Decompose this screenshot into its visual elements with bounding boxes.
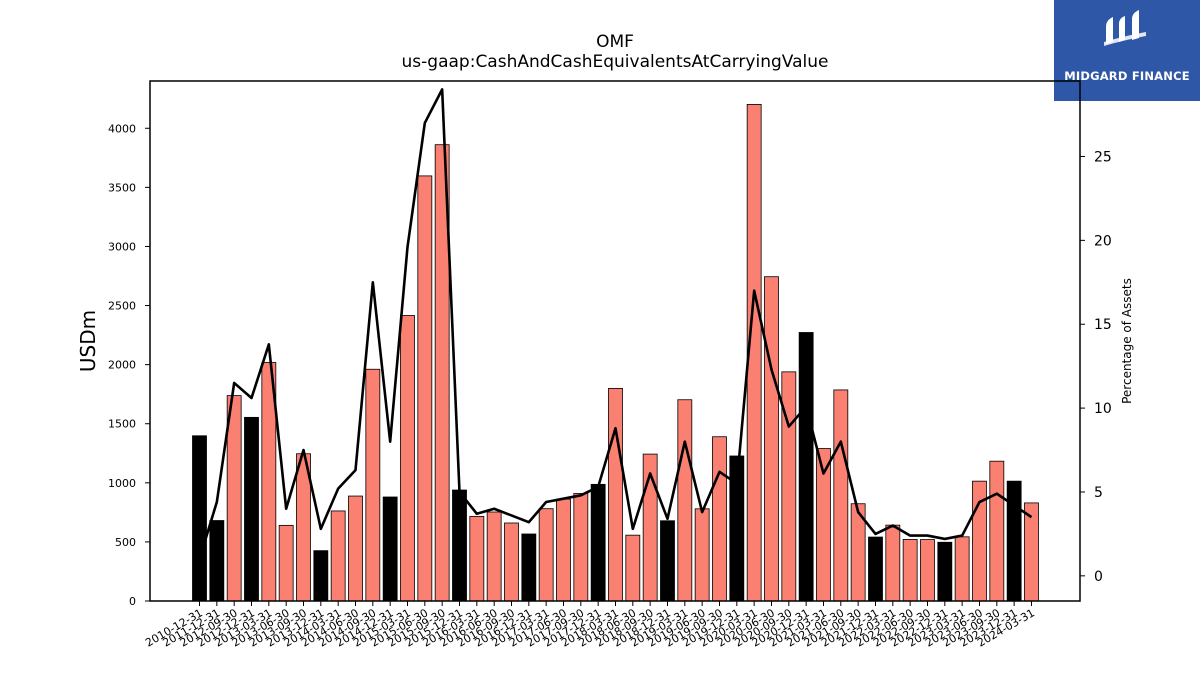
bar-2014-09-30	[365, 368, 381, 602]
bar-2017-12-31	[590, 483, 606, 602]
y-tick-label: 1500	[108, 418, 136, 431]
y-tick-label: 3500	[108, 181, 136, 194]
y-axis-label: USDm	[76, 310, 100, 372]
bar-2022-06-30	[902, 539, 918, 602]
bar-2022-03-31	[885, 524, 901, 602]
y-tick-label: 2000	[108, 359, 136, 372]
midgard-logo-icon	[1104, 10, 1146, 46]
y2-tick-label: 15	[1094, 317, 1112, 333]
bar-2021-12-31	[868, 536, 883, 602]
bar-2023-09-30	[989, 460, 1005, 602]
y-tick-label: 0	[129, 595, 136, 608]
bar-2012-09-30	[226, 395, 242, 602]
y2-tick-label: 0	[1094, 569, 1103, 585]
bar-2014-06-30	[348, 495, 363, 602]
logo-badge: MIDGARD FINANCE	[1054, 0, 1200, 101]
y2-tick-label: 20	[1094, 233, 1112, 249]
y2-axis-label: Percentage of Assets	[1120, 278, 1134, 404]
bar-2017-03-31	[538, 508, 554, 602]
y-tick-label: 3000	[108, 240, 136, 253]
bar-2022-12-31	[937, 541, 953, 602]
logo-text: MIDGARD FINANCE	[1064, 69, 1190, 83]
bar-2013-12-31	[313, 550, 329, 602]
bar-2024-03-31	[1024, 502, 1039, 602]
bar-2018-03-31	[608, 387, 623, 602]
y2-tick-label: 10	[1094, 401, 1112, 417]
bar-2020-06-30	[764, 276, 779, 602]
bar-2017-09-30	[573, 493, 589, 602]
percentage-line	[198, 88, 1033, 560]
bar-2019-06-30	[694, 508, 710, 602]
bar-2021-06-30	[833, 389, 849, 602]
y-tick-label: 2500	[108, 300, 136, 313]
y-tick-label: 4000	[108, 122, 136, 135]
bar-2018-12-31	[660, 520, 675, 602]
bar-2015-12-31	[452, 489, 467, 602]
y-tick-label: 1000	[108, 477, 136, 490]
bar-2019-09-30	[712, 436, 727, 602]
bar-2011-12-31	[209, 520, 225, 602]
bar-2017-06-30	[556, 498, 571, 602]
bar-2013-06-30	[278, 524, 294, 602]
bar-2014-12-31	[382, 496, 398, 602]
y2-tick-label: 25	[1094, 149, 1112, 165]
bar-2012-12-31	[244, 416, 259, 602]
bar-2020-12-31	[798, 332, 814, 602]
bar-2015-03-31	[400, 315, 415, 602]
y2-tick-label: 5	[1094, 485, 1103, 501]
bar-2014-03-31	[330, 510, 346, 602]
bar-2018-06-30	[625, 534, 641, 602]
chart-subtitle: us-gaap:CashAndCashEquivalentsAtCarrying…	[401, 52, 829, 72]
bar-2016-06-30	[486, 511, 502, 602]
bar-2016-03-31	[469, 515, 485, 602]
y-tick-label: 500	[115, 536, 136, 549]
bar-2023-03-31	[954, 536, 970, 602]
chart-title: OMF	[596, 32, 634, 52]
bar-2019-03-31	[677, 399, 693, 602]
bar-2023-12-31	[1006, 480, 1022, 602]
bar-2010-12-31	[192, 435, 207, 602]
bar-2015-06-30	[417, 175, 433, 602]
bar-2022-09-30	[920, 539, 935, 602]
bar-2016-09-30	[504, 522, 519, 602]
bar-2016-12-31	[521, 533, 537, 602]
